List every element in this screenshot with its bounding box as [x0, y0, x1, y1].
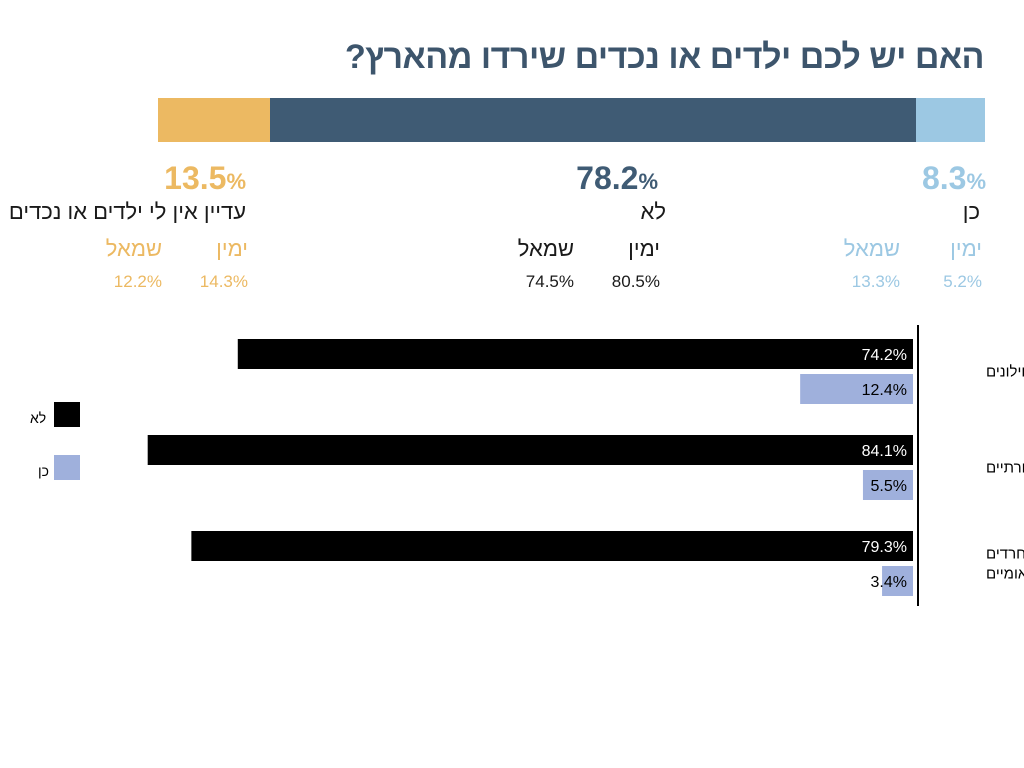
no-left-value: 74.5% [525, 272, 574, 291]
not-yet-left-value: 12.2% [113, 272, 162, 291]
yes-percentage: 8.3% [922, 160, 986, 197]
data-label-yes-0: 12.4% [862, 382, 907, 399]
stacked-summary-bar [158, 98, 985, 142]
yes-right-label: ימין [950, 236, 982, 261]
no-pct-value: 78.2 [576, 160, 639, 196]
not-yet-pct-symbol: % [226, 169, 246, 194]
data-label-yes-1: 5.5% [871, 478, 907, 495]
bar-yes-2 [882, 566, 913, 596]
no-label: לא [640, 199, 666, 224]
not-yet-right-label: ימין [216, 236, 248, 261]
not-yet-left-label: שמאל [105, 236, 162, 261]
no-pct-symbol: % [638, 169, 658, 194]
data-label-no-1: 84.1% [862, 443, 907, 460]
no-left-label: שמאל [517, 236, 574, 261]
not-yet-label: עדיין אין לי ילדים או נכדים [8, 199, 246, 224]
bar-no-0 [237, 339, 913, 369]
yes-right-value: 5.2% [943, 272, 982, 291]
yes-pct-symbol: % [966, 169, 986, 194]
yes-left-value: 13.3% [851, 272, 900, 291]
category-label-2-line-1: ודתיים־לאומיים [986, 566, 1024, 583]
data-label-yes-2: 3.4% [871, 574, 907, 591]
not-yet-right-value: 14.3% [199, 272, 248, 291]
yes-left-label: שמאל [843, 236, 900, 261]
no-percentage: 78.2% [576, 160, 658, 197]
category-label-2-line-0: חרדים [986, 546, 1024, 563]
segment-yes [916, 98, 985, 142]
no-right-value: 80.5% [611, 272, 660, 291]
legend-label-yes: כן [38, 463, 49, 479]
bar-no-2 [191, 531, 913, 561]
category-label-0-line-0: חילונים [986, 364, 1024, 381]
legend-swatch-no [54, 402, 80, 427]
chart-title: האם יש לכם ילדים או נכדים שירדו מהארץ? [344, 38, 985, 76]
category-label-1-line-0: מסורתיים [986, 460, 1024, 477]
legend-label-no: לא [30, 410, 47, 426]
yes-pct-value: 8.3 [921, 160, 967, 196]
bar-yes-0 [800, 374, 913, 404]
no-right-label: ימין [628, 236, 660, 261]
not-yet-percentage: 13.5% [164, 160, 246, 197]
not-yet-pct-value: 13.5 [164, 160, 227, 196]
data-label-no-0: 74.2% [862, 347, 907, 364]
bar-no-1 [147, 435, 913, 465]
bar-yes-1 [862, 470, 913, 500]
data-label-no-2: 79.3% [862, 539, 907, 556]
legend-swatch-yes [54, 455, 80, 480]
segment-not-yet [158, 98, 270, 142]
segment-no [269, 98, 917, 142]
yes-label: כן [962, 199, 980, 224]
